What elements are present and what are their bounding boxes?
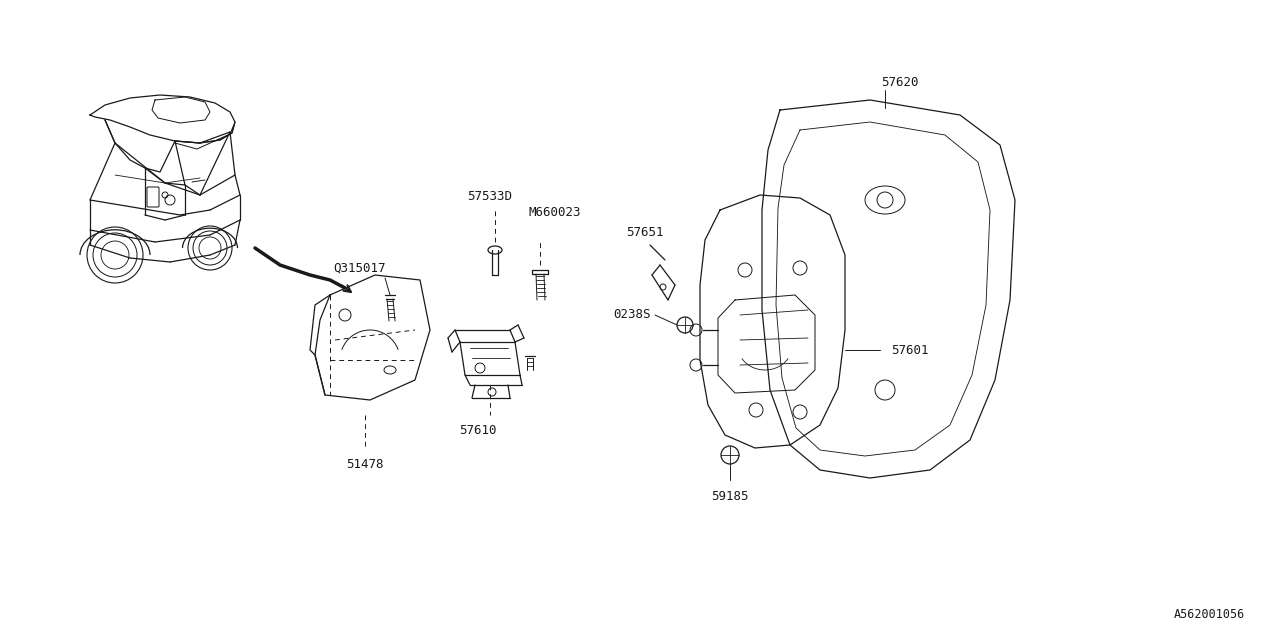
Text: 51478: 51478 xyxy=(347,458,384,472)
Text: M660023: M660023 xyxy=(529,205,581,218)
Text: 57533D: 57533D xyxy=(467,191,512,204)
Text: 57601: 57601 xyxy=(891,344,929,356)
Text: A562001056: A562001056 xyxy=(1174,609,1245,621)
Text: 57620: 57620 xyxy=(881,76,919,88)
Text: 57610: 57610 xyxy=(460,424,497,436)
Text: Q315017: Q315017 xyxy=(334,262,387,275)
Text: 57651: 57651 xyxy=(626,225,664,239)
Text: 0238S: 0238S xyxy=(613,308,650,321)
Text: 59185: 59185 xyxy=(712,490,749,504)
